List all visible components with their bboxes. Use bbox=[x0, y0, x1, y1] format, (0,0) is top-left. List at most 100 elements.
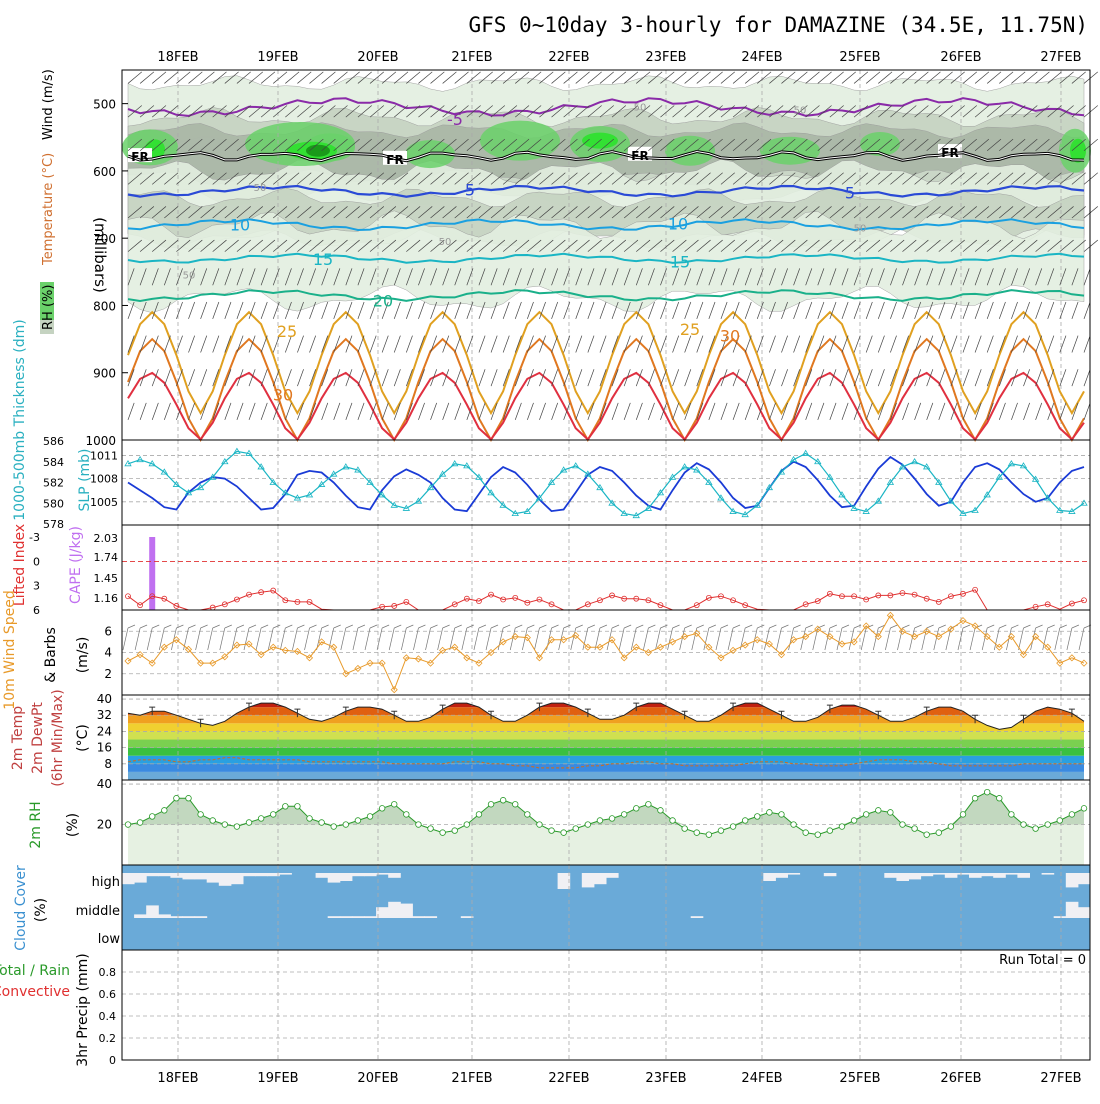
middle-cloud-bar bbox=[1065, 901, 1079, 918]
wind-barb bbox=[877, 402, 885, 420]
wind-speed-marker bbox=[354, 664, 362, 673]
thickness-marker bbox=[426, 483, 435, 491]
wind-barb bbox=[732, 335, 740, 353]
wind-speed-marker bbox=[850, 638, 858, 646]
wind-speed-marker bbox=[1007, 632, 1015, 641]
wind-speed-marker bbox=[1068, 654, 1076, 662]
wind-barb bbox=[127, 105, 143, 118]
wind-barb-staff bbox=[551, 71, 566, 84]
surface-wind-barb bbox=[413, 627, 419, 651]
thickness-marker bbox=[886, 478, 895, 485]
wind-barb-staff bbox=[333, 172, 348, 185]
wind-barb bbox=[684, 268, 692, 286]
wind-barb-staff bbox=[660, 268, 667, 286]
wind-barb-staff bbox=[744, 268, 752, 286]
wind-barb bbox=[454, 268, 462, 286]
rh2m-marker bbox=[681, 825, 688, 832]
wind-barb bbox=[793, 71, 808, 84]
wind-barb-staff bbox=[381, 335, 389, 353]
wind-barb-staff bbox=[732, 301, 740, 320]
li-marker bbox=[947, 593, 954, 600]
wind-barb-staff bbox=[635, 301, 643, 320]
rh2m-area bbox=[128, 792, 1084, 865]
wind-barb bbox=[902, 301, 909, 320]
wind-speed-marker bbox=[330, 643, 338, 651]
wind-barb-staff bbox=[708, 172, 723, 185]
wind-barb-staff bbox=[212, 268, 220, 286]
wind-barb bbox=[793, 138, 808, 151]
wind-barb-staff bbox=[224, 172, 239, 185]
wind-barb-staff bbox=[660, 335, 667, 353]
wind-barb-staff bbox=[333, 206, 348, 219]
wind-barb bbox=[539, 239, 554, 252]
wind-barb bbox=[938, 206, 953, 219]
li-marker bbox=[173, 603, 180, 609]
wind-barb bbox=[974, 206, 990, 219]
wind-barb-staff bbox=[345, 71, 360, 84]
wind-barb bbox=[1083, 172, 1099, 185]
wind-barb bbox=[599, 105, 614, 118]
wind-barb bbox=[890, 268, 897, 286]
wind-barb bbox=[841, 172, 856, 185]
wind-barb-staff bbox=[127, 239, 143, 252]
wind-barb bbox=[563, 268, 571, 286]
wind-barb-staff bbox=[357, 239, 372, 252]
isotherm-label: FR bbox=[131, 150, 148, 164]
wind-barb bbox=[817, 402, 825, 420]
precip-legend-convective: Convective bbox=[0, 984, 70, 1000]
wind-barb bbox=[212, 105, 227, 118]
wind-barb bbox=[744, 172, 760, 185]
wind-barb bbox=[151, 172, 167, 185]
wind-barb-staff bbox=[527, 369, 534, 387]
wind-barb-staff bbox=[248, 369, 256, 387]
wind-barb bbox=[527, 239, 542, 252]
wind-barb-staff bbox=[442, 268, 450, 286]
wind-barb bbox=[623, 369, 631, 387]
wind-barb bbox=[720, 105, 735, 118]
thickness-marker bbox=[705, 478, 713, 485]
wind-barb bbox=[406, 172, 421, 185]
wind-barb-staff bbox=[406, 402, 413, 420]
surface-wind-barb bbox=[158, 627, 165, 651]
wind-barb bbox=[974, 172, 990, 185]
rh2m-marker bbox=[451, 827, 458, 834]
wind-barb bbox=[1059, 138, 1074, 151]
wind-barb bbox=[974, 369, 982, 387]
wind-barb bbox=[708, 268, 716, 286]
wind-barb-staff bbox=[164, 71, 179, 84]
rh-contour-label: 50 bbox=[183, 271, 196, 282]
wind-barb bbox=[865, 105, 881, 118]
li-marker bbox=[718, 593, 724, 600]
wind-barb-staff bbox=[902, 105, 917, 118]
wind-barb bbox=[309, 239, 324, 252]
wind-barb bbox=[442, 301, 450, 320]
high-cloud-bar bbox=[896, 873, 909, 881]
li-marker bbox=[814, 598, 821, 604]
high-cloud-bar bbox=[1005, 873, 1018, 875]
wind-speed-marker bbox=[886, 611, 894, 619]
wind-speed-marker bbox=[269, 643, 277, 651]
rh2m-marker bbox=[499, 797, 507, 804]
wind-barb-staff bbox=[974, 105, 990, 118]
wind-barb-staff bbox=[527, 301, 534, 320]
li-marker bbox=[403, 599, 410, 605]
li-marker bbox=[839, 593, 845, 600]
wind-barb-staff bbox=[284, 369, 292, 387]
surface-wind-barb bbox=[328, 627, 335, 651]
wind-barb bbox=[926, 172, 941, 185]
wind-barb bbox=[551, 138, 566, 151]
surface-wind-barb bbox=[352, 627, 359, 651]
wind-barb-staff bbox=[260, 301, 268, 320]
wind-barb bbox=[394, 71, 409, 84]
wind-barb bbox=[539, 402, 546, 420]
wind-barb-staff bbox=[793, 301, 801, 320]
surface-wind-barb-flag bbox=[248, 624, 257, 629]
wind-barb bbox=[757, 105, 772, 118]
wind-barb-staff bbox=[285, 206, 300, 219]
wind-barb bbox=[478, 369, 486, 387]
rh-contour-label: 50 bbox=[439, 237, 452, 248]
wind-barb bbox=[127, 172, 143, 185]
wind-barb-staff bbox=[720, 335, 728, 353]
wind-barb-staff bbox=[648, 105, 663, 118]
wind-barb-staff bbox=[127, 172, 143, 185]
